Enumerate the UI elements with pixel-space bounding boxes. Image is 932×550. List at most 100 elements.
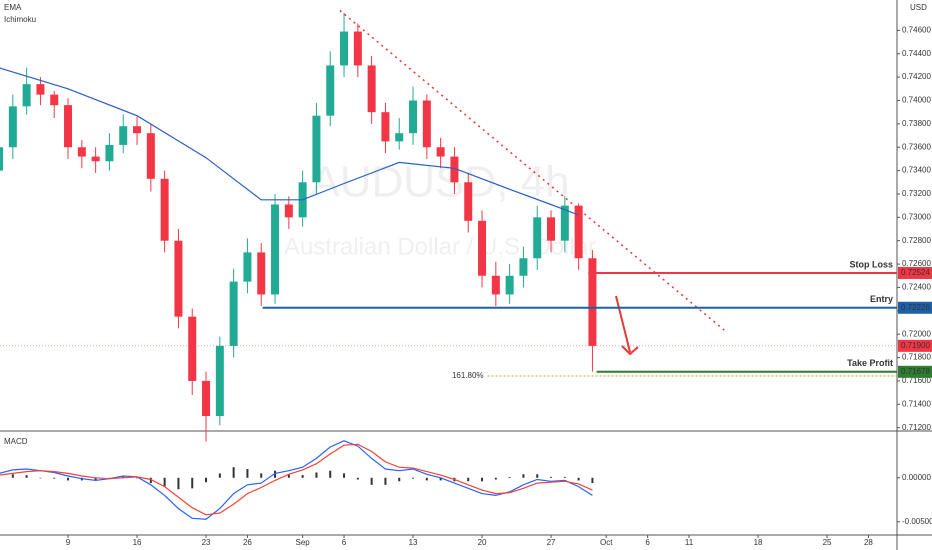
panel-title: MACD xyxy=(4,437,28,446)
candle-body xyxy=(560,205,569,241)
candle-body xyxy=(64,105,73,148)
histogram-bar xyxy=(11,474,14,478)
histogram-bar xyxy=(232,467,235,478)
watermark-description: Australian Dollar / U.S. Dollar xyxy=(284,233,596,260)
level-price-label: 0.71678 xyxy=(901,367,930,376)
candle-body xyxy=(436,147,445,157)
candle-body xyxy=(491,275,500,295)
y-tick-label: 0.72800 xyxy=(902,236,931,245)
candle-body xyxy=(50,94,59,106)
x-tick-label: Sep xyxy=(296,538,311,547)
candle-body xyxy=(257,252,266,295)
y-tick-label: 0.71800 xyxy=(902,353,931,362)
candle-body xyxy=(215,345,224,416)
candle-body xyxy=(367,65,376,113)
candle-body xyxy=(381,112,390,142)
y-tick-label: 0.00000 xyxy=(902,473,931,482)
candle-body xyxy=(519,258,528,276)
watermark-symbol: AUDUSD, 4h xyxy=(310,158,569,207)
x-tick-label: 27 xyxy=(547,538,556,547)
y-tick-label: 0.72400 xyxy=(902,283,931,292)
histogram-bar xyxy=(260,473,263,478)
x-tick-label: Oct xyxy=(600,538,613,547)
histogram-bar xyxy=(591,477,594,484)
level-price-box xyxy=(898,365,932,378)
histogram-bar xyxy=(39,477,42,479)
histogram-bar xyxy=(356,477,359,480)
last-price-label: 0.71900 xyxy=(901,341,930,350)
candle-body xyxy=(588,258,597,346)
candle-body xyxy=(8,106,17,148)
arrow-head xyxy=(621,345,639,356)
candle-body xyxy=(146,133,155,179)
level-price-label: 0.72524 xyxy=(901,268,930,277)
histogram-bar xyxy=(25,475,28,478)
histogram-bar xyxy=(122,476,125,478)
histogram-bar xyxy=(218,473,221,478)
arrow xyxy=(615,295,631,353)
candle-body xyxy=(353,31,362,66)
candle-body xyxy=(533,217,542,259)
candle-body xyxy=(271,204,280,295)
histogram-bar xyxy=(329,470,332,478)
x-tick-label: 6 xyxy=(645,538,650,547)
histogram-bar xyxy=(287,474,290,478)
y-tick-label: 0.71200 xyxy=(902,423,931,432)
histogram-bar xyxy=(246,468,249,478)
y-tick-label: -0.00500 xyxy=(902,517,932,526)
x-tick-label: 28 xyxy=(864,538,873,547)
histogram-bar xyxy=(149,477,152,484)
histogram-bar xyxy=(384,477,387,485)
indicator-label: Ichimoku xyxy=(4,15,36,24)
y-tick-label: 0.74000 xyxy=(902,96,931,105)
y-tick-label: 0.74600 xyxy=(902,25,931,34)
y-tick-label: 0.73000 xyxy=(902,212,931,221)
x-tick-label: 23 xyxy=(202,538,211,547)
candle-body xyxy=(450,156,459,183)
candle-body xyxy=(119,126,128,145)
fib-label: 161.80% xyxy=(452,371,484,380)
candle-body xyxy=(160,178,169,241)
histogram-bar xyxy=(550,476,553,478)
last-price-box xyxy=(898,339,932,352)
candle-body xyxy=(409,100,418,134)
currency-label: USD xyxy=(910,3,927,12)
candle-body xyxy=(133,126,142,134)
histogram-bar xyxy=(467,477,470,482)
candle-body xyxy=(478,220,487,276)
histogram-bar xyxy=(274,470,277,478)
histogram-bar xyxy=(205,477,208,483)
histogram-bar xyxy=(522,474,525,478)
candle-body xyxy=(0,147,4,171)
histogram-bar xyxy=(481,477,484,482)
histogram-bar xyxy=(136,477,139,479)
candle-body xyxy=(91,156,100,162)
y-tick-label: 0.73800 xyxy=(902,119,931,128)
y-tick-label: 0.71600 xyxy=(902,376,931,385)
y-tick-label: 0.74200 xyxy=(902,72,931,81)
level-name: Entry xyxy=(870,294,893,304)
candle-body xyxy=(326,65,335,116)
candle-body xyxy=(340,31,349,66)
candle-body xyxy=(574,205,583,259)
histogram-bar xyxy=(563,476,566,478)
y-tick-label: 0.73400 xyxy=(902,166,931,175)
histogram-bar xyxy=(536,474,539,478)
candle-body xyxy=(36,84,45,95)
indicator-label: EMA xyxy=(4,3,22,12)
histogram-bar xyxy=(439,477,442,481)
histogram-bar xyxy=(494,477,497,480)
ema-line xyxy=(0,67,579,216)
x-tick-label: 16 xyxy=(133,538,142,547)
candle-body xyxy=(547,217,556,241)
candle-body xyxy=(312,115,321,183)
candle-body xyxy=(243,252,252,282)
candle-body xyxy=(229,281,238,346)
macd-line xyxy=(0,440,593,520)
histogram-bar xyxy=(163,477,166,487)
y-tick-label: 0.72000 xyxy=(902,329,931,338)
candle-body xyxy=(422,100,431,148)
